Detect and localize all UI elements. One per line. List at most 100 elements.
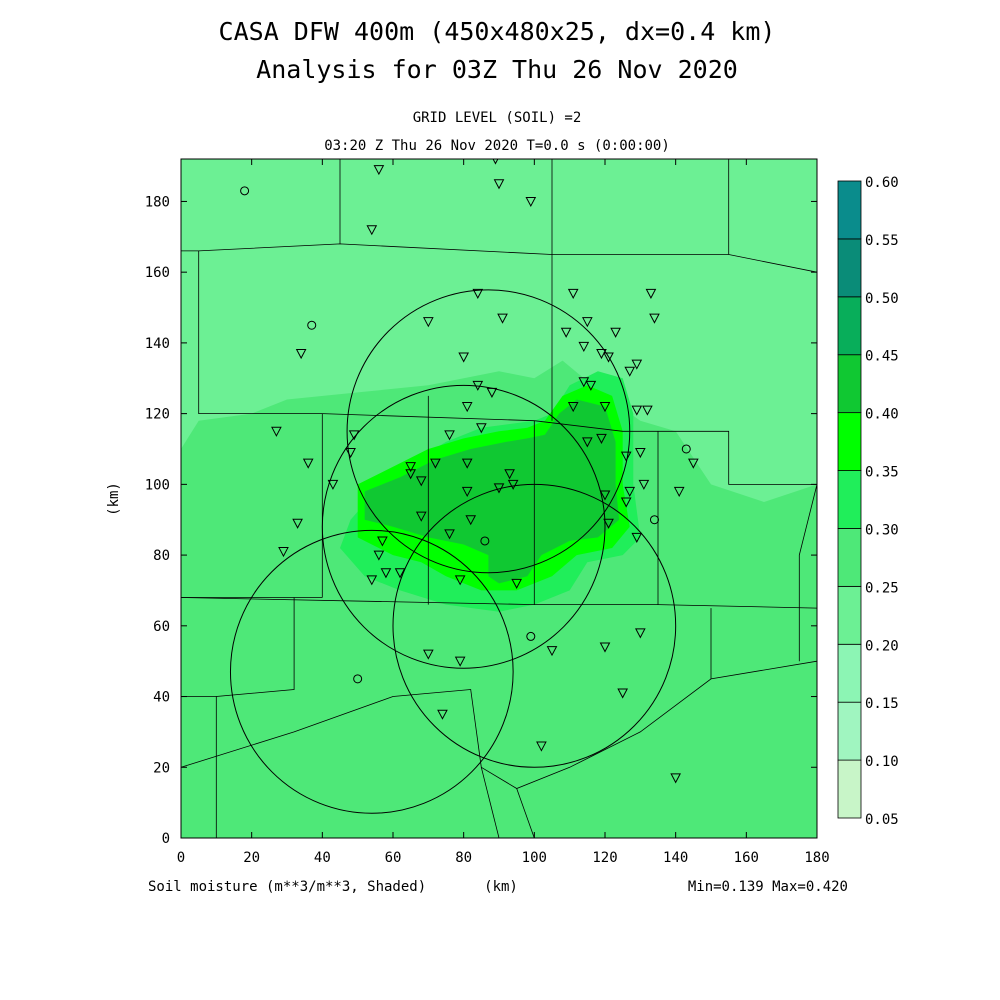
range-ring-1 [321,384,606,669]
station-marker-triangle [493,179,505,190]
county-boundary-12 [215,597,295,838]
colorbar-tick-label: 0.20 [865,638,899,654]
colorbar-tick-label: 0.10 [865,754,899,770]
station-marker-triangle [631,405,643,416]
county-boundary-16 [798,484,817,662]
colorbar-tick-label: 0.60 [865,175,899,191]
station-marker-triangle [454,575,466,586]
county-boundary-15 [516,788,535,838]
station-marker-triangle [688,458,699,469]
y-tick-label: 120 [145,407,170,423]
colorbar-swatch [837,528,862,587]
station-marker-triangle [631,359,643,370]
range-ring-0 [346,289,631,574]
min-max-label: Min=0.139 Max=0.420 [688,879,848,895]
station-marker-triangle [642,405,653,416]
colorbar-tick-label: 0.25 [865,580,899,596]
station-marker-triangle [377,536,388,547]
station-marker-circle [240,186,250,196]
county-boundaries [181,159,817,838]
title-line-2: Analysis for 03Z Thu 26 Nov 2020 [256,55,738,84]
x-tick-label: 40 [314,850,331,866]
x-tick-label: 80 [455,850,472,866]
station-marker-triangle [578,377,590,388]
subtitle-line-1: GRID LEVEL (SOIL) =2 [413,110,582,126]
colorbar-swatch [837,585,862,645]
station-marker-triangle [472,288,484,299]
station-marker-triangle [366,575,378,586]
station-marker-triangle [670,773,681,784]
y-tick-label: 100 [145,477,170,493]
station-marker-triangle [504,469,515,480]
radar-range-rings [229,289,677,814]
station-marker-triangle [582,317,593,328]
station-marker-triangle [585,380,597,391]
x-tick-label: 60 [385,850,402,866]
y-tick-label: 60 [153,619,170,635]
y-tick-label: 80 [153,548,170,564]
station-marker-triangle [465,515,477,526]
station-marker-triangle [415,511,427,522]
station-marker-triangle [624,366,636,377]
colorbar-tick-label: 0.05 [865,812,899,828]
station-marker-triangle [373,550,385,561]
station-marker-triangle [405,469,416,480]
station-marker-triangle [430,458,441,469]
station-marker-triangle [578,341,590,353]
range-ring-2 [229,529,514,814]
station-marker-triangle [461,486,473,497]
station-marker-triangle [472,380,484,391]
station-marker-triangle [617,688,628,699]
station-marker-triangle [461,458,473,469]
colorbar-swatch [837,701,862,761]
station-marker-triangle [596,433,607,444]
station-marker-circle [307,320,317,330]
y-tick-label: 160 [145,265,170,281]
station-marker-triangle [567,288,579,299]
station-marker-triangle [394,568,406,579]
station-marker-triangle [525,196,537,208]
colorbar-tick-label: 0.45 [865,349,899,365]
station-marker-triangle [511,578,522,589]
county-boundary-14 [480,767,500,838]
station-marker-triangle [673,486,685,497]
station-marker-triangle [599,490,611,501]
x-axis-ticks: 0 20 40 60 80 100 120 140 160 180 [177,159,830,866]
colorbar-tick-label: 0.30 [865,522,899,538]
station-marker-triangle [638,479,650,490]
y-axis-label: (km) [106,482,122,516]
station-marker-triangle [560,327,572,338]
station-marker-triangle [582,437,593,448]
station-marker-circle [526,631,536,641]
x-tick-label: 100 [522,850,547,866]
station-marker-triangle [444,529,455,540]
station-marker-triangle [596,349,607,360]
station-marker-triangle [458,352,469,363]
x-tick-label: 20 [243,850,260,866]
shaded-field-layer [181,159,817,838]
station-marker-triangle [373,165,385,176]
colorbar-swatch [837,470,862,529]
station-marker-triangle [631,532,643,543]
x-tick-label: 0 [177,850,185,866]
subtitle-line-2: 03:20 Z Thu 26 Nov 2020 T=0.0 s (0:00:00… [324,138,670,154]
station-marker-triangle [610,327,621,338]
station-marker-triangle [278,547,289,558]
x-tick-label: 120 [592,850,617,866]
colorbar-swatch [837,180,862,240]
station-marker-triangle [645,288,657,299]
station-marker-triangle [599,402,611,413]
colorbar-swatch [837,412,862,471]
station-markers [240,159,699,784]
station-marker-triangle [567,402,579,413]
station-marker-triangle [476,423,487,434]
station-marker-circle [649,515,659,525]
station-marker-triangle [302,458,314,469]
station-marker-triangle [454,656,466,667]
variable-label: Soil moisture (m**3/m**3, Shaded) [148,879,426,895]
station-marker-triangle [486,387,498,398]
colorbar-swatch [837,354,862,414]
station-marker-triangle [423,649,434,660]
station-marker-triangle [461,402,473,413]
